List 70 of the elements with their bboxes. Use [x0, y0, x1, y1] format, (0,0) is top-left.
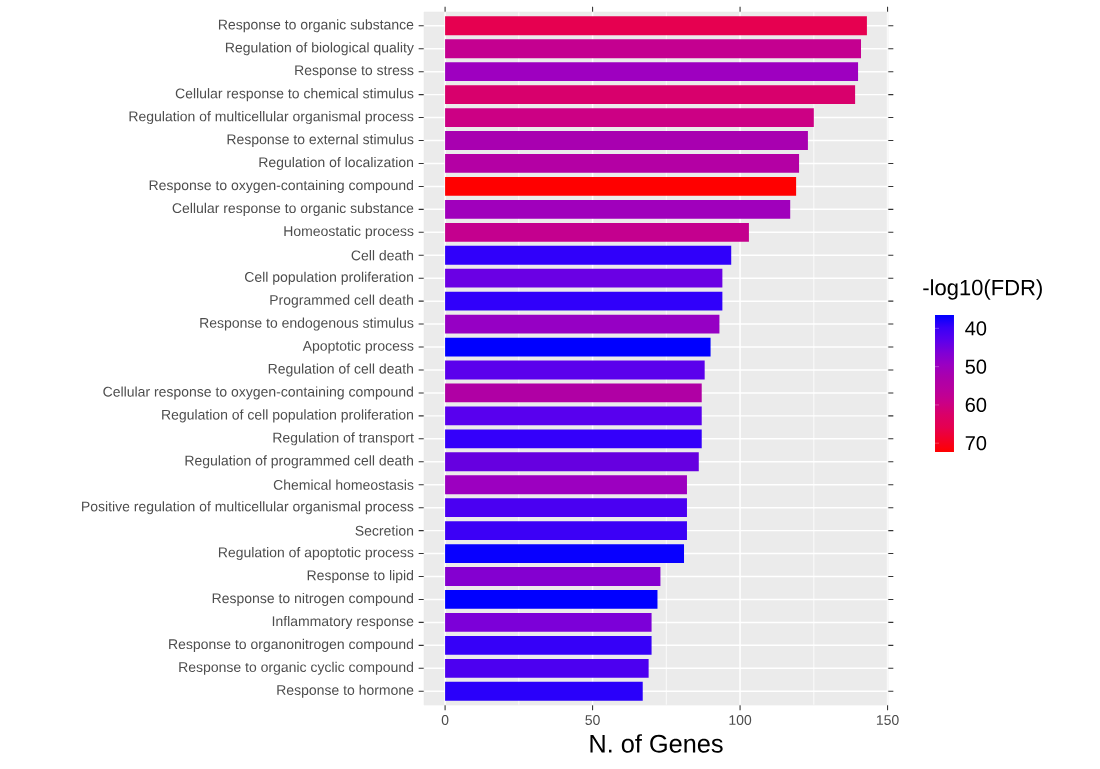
y-tick-label: Response to organic substance — [218, 19, 414, 33]
y-tick-label: Response to organic cyclic compound — [179, 661, 413, 675]
bar — [445, 681, 643, 701]
y-tick-label: Response to external stimulus — [227, 133, 414, 148]
bar — [445, 62, 859, 82]
y-tick-label: Response to oxygen-containing compound — [149, 179, 413, 193]
bar — [445, 245, 732, 265]
y-tick-label: Regulation of cell death — [268, 363, 414, 377]
bar — [445, 222, 749, 242]
y-tick-label: Response to nitrogen compound — [212, 592, 414, 606]
y-tick-label: Regulation of localization — [259, 156, 414, 170]
bar — [445, 383, 702, 403]
y-tick-label: Regulation of biological quality — [225, 42, 414, 56]
bar — [445, 612, 652, 632]
y-tick-label: Response to hormone — [277, 684, 414, 698]
bar — [445, 475, 687, 495]
y-tick-label: Regulation of cell population proliferation — [162, 409, 413, 423]
bar — [445, 314, 720, 334]
bar — [445, 635, 652, 655]
bar — [445, 658, 649, 678]
color-bar-label: 60 — [965, 397, 987, 412]
y-tick-label: Regulation of programmed cell death — [185, 455, 413, 469]
bar — [445, 39, 862, 59]
bar — [445, 199, 791, 219]
x-tick-label: 150 — [876, 715, 899, 725]
bar — [445, 590, 658, 609]
bar — [445, 521, 687, 541]
bar — [445, 291, 723, 311]
x-axis-title: N. of Genes — [590, 734, 723, 753]
y-tick-label: Response to organonitrogen compound — [169, 638, 413, 652]
bar — [445, 108, 814, 127]
y-tick-label: Secretion — [355, 525, 414, 536]
bar — [445, 131, 808, 150]
y-tick-label: Chemical homeostasis — [273, 479, 414, 490]
bar — [445, 337, 711, 357]
y-tick-label: Regulation of apoptotic process — [218, 547, 414, 561]
y-tick-label: Cell population proliferation — [245, 271, 413, 285]
bar — [445, 544, 685, 563]
y-tick-label: Regulation of multicellular organismal process — [129, 111, 414, 125]
y-tick-label: Response to lipid — [307, 569, 414, 584]
y-tick-label: Response to endogenous stimulus — [200, 317, 414, 331]
bar — [445, 360, 705, 380]
x-tick-label: 50 — [585, 715, 600, 725]
bar — [445, 85, 856, 105]
color-bar-label: 50 — [965, 359, 987, 374]
bar — [445, 567, 661, 586]
x-tick-label: 0 — [441, 715, 449, 725]
y-tick-label: Positive regulation of multicellular organismal process — [82, 501, 414, 515]
y-tick-label: Cellular response to oxygen-containing compound — [103, 386, 413, 400]
color-bar-label: 70 — [965, 436, 987, 451]
bar — [445, 177, 797, 196]
y-tick-label: Programmed cell death — [270, 294, 414, 308]
y-tick-label: Regulation of transport — [273, 432, 414, 446]
x-tick-label: 100 — [729, 715, 752, 725]
y-tick-label: Apoptotic process — [302, 340, 414, 354]
bar — [445, 154, 800, 173]
y-tick-label: Cellular response to chemical stimulus — [175, 88, 414, 102]
bar — [445, 16, 867, 36]
y-tick-label: Response to stress — [295, 65, 414, 78]
bar — [445, 452, 699, 472]
y-tick-label: Cell death — [351, 250, 414, 261]
color-bar-title: -log10(FDR) — [923, 279, 1042, 300]
bar — [445, 268, 723, 288]
bar — [445, 406, 702, 426]
y-tick-label: Homeostatic process — [284, 225, 414, 239]
color-bar-label: 40 — [965, 321, 987, 336]
bar — [445, 498, 687, 518]
y-tick-label: Inflammatory response — [272, 615, 414, 629]
bar — [445, 429, 702, 449]
y-tick-label: Cellular response to organic substance — [172, 202, 414, 216]
